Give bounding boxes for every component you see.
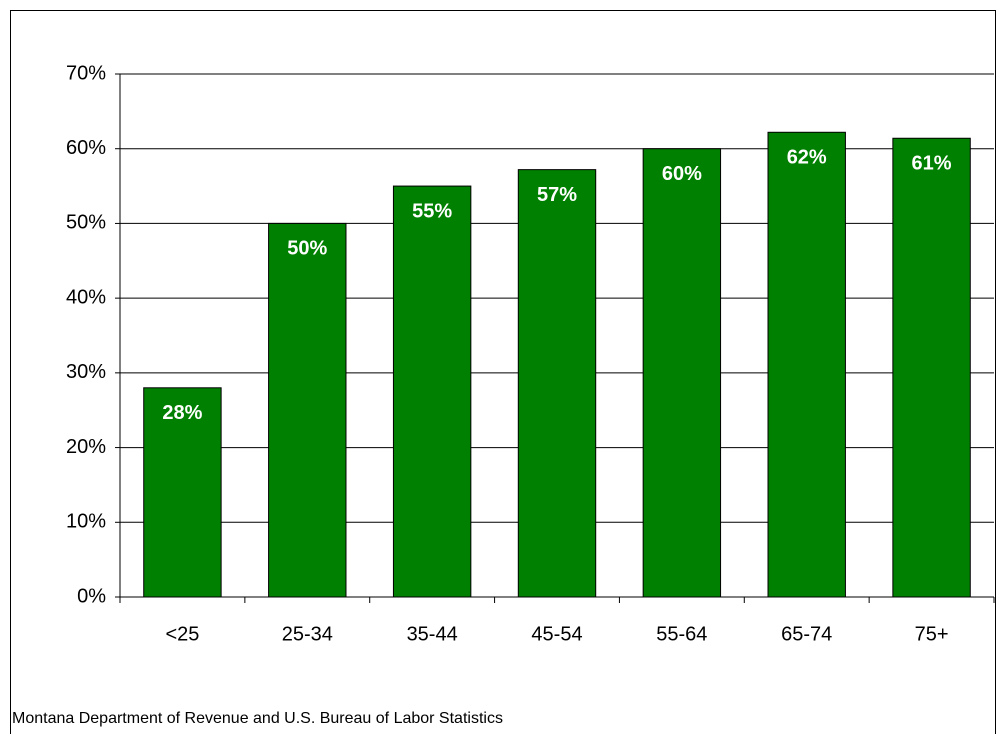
bar [767,131,846,598]
value-label: 28% [162,402,202,424]
source-note: Montana Department of Revenue and U.S. B… [12,710,503,727]
bar [268,222,347,598]
value-label: 50% [287,238,327,260]
bar [392,185,472,598]
x-tick-label: 45-54 [531,623,582,645]
x-tick-label: 65-74 [781,623,832,645]
bar [143,387,222,598]
x-tick-label: 25-34 [282,623,333,645]
y-tick-label: 40% [66,286,106,308]
value-label: 62% [787,147,827,169]
y-tick-label: 30% [66,361,106,383]
value-label: 57% [537,184,577,206]
chart-border [10,10,996,734]
value-label: 60% [662,163,702,185]
y-tick-label: 0% [77,585,106,607]
x-tick-label: <25 [165,623,199,645]
value-label: 55% [412,200,452,222]
y-tick-label: 20% [66,436,106,458]
bar [517,169,597,598]
x-tick-label: 75+ [915,623,949,645]
y-tick-label: 50% [66,212,106,234]
y-tick-label: 70% [66,62,106,84]
bar [642,148,722,598]
x-tick-label: 55-64 [656,623,707,645]
y-tick-label: 60% [66,137,106,159]
bar [892,137,971,598]
value-label: 61% [912,153,952,175]
x-tick-label: 35-44 [407,623,458,645]
y-tick-label: 10% [66,511,106,533]
